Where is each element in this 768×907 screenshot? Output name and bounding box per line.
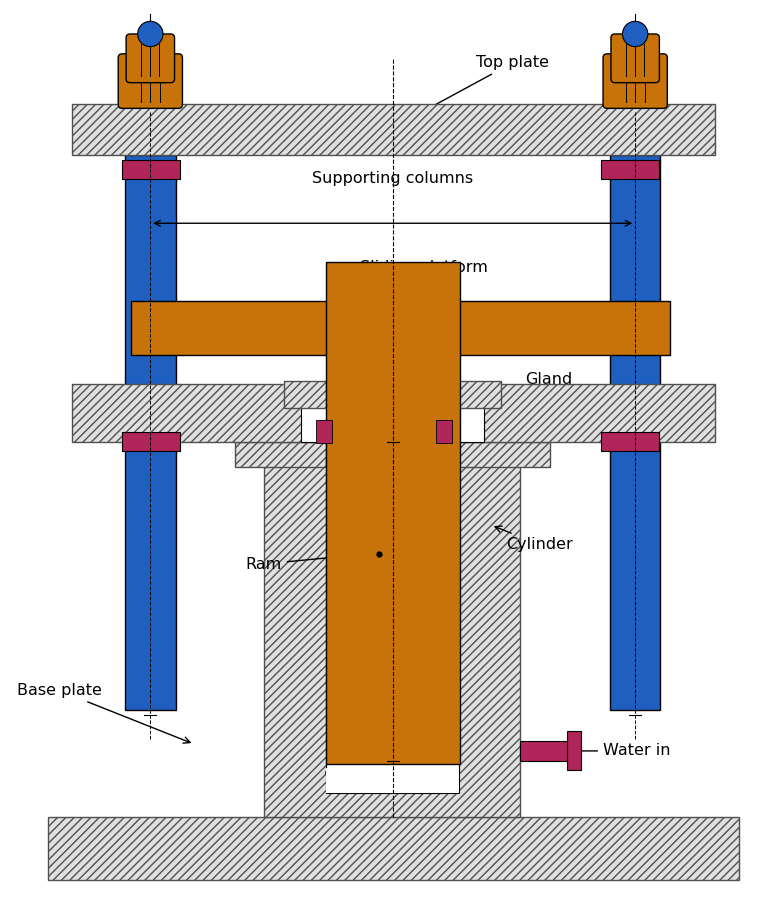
Bar — [326, 443, 459, 793]
Bar — [520, 741, 574, 761]
FancyBboxPatch shape — [603, 54, 667, 108]
Bar — [125, 155, 176, 710]
Text: Sliding platform: Sliding platform — [305, 259, 488, 327]
FancyBboxPatch shape — [126, 34, 174, 83]
FancyBboxPatch shape — [611, 34, 660, 83]
Bar — [601, 432, 658, 451]
Text: Gland: Gland — [473, 372, 572, 399]
Bar — [283, 381, 326, 408]
Bar — [326, 262, 460, 764]
Bar — [235, 443, 326, 466]
Text: Supporting columns: Supporting columns — [312, 171, 473, 186]
FancyBboxPatch shape — [118, 54, 183, 108]
Text: U-leather packing: U-leather packing — [454, 418, 649, 434]
Bar — [459, 443, 549, 466]
Bar — [122, 160, 180, 180]
Bar — [72, 384, 715, 443]
Bar — [601, 160, 658, 180]
Text: Ram: Ram — [246, 552, 360, 571]
Text: Top plate: Top plate — [396, 55, 549, 126]
Bar — [301, 384, 485, 443]
Text: Water in: Water in — [571, 744, 670, 758]
Bar — [610, 155, 660, 710]
Text: Base plate: Base plate — [17, 683, 190, 743]
Bar — [316, 420, 333, 444]
Bar — [435, 420, 452, 444]
Bar — [326, 443, 459, 793]
Bar — [459, 381, 501, 408]
Bar — [72, 104, 715, 155]
Bar — [567, 731, 581, 770]
Bar — [264, 443, 520, 817]
Bar — [326, 768, 459, 793]
Bar — [48, 817, 740, 881]
Circle shape — [623, 22, 648, 46]
Bar — [122, 432, 180, 451]
Text: Cylinder: Cylinder — [495, 526, 572, 552]
Circle shape — [137, 22, 163, 46]
Bar — [131, 301, 670, 355]
